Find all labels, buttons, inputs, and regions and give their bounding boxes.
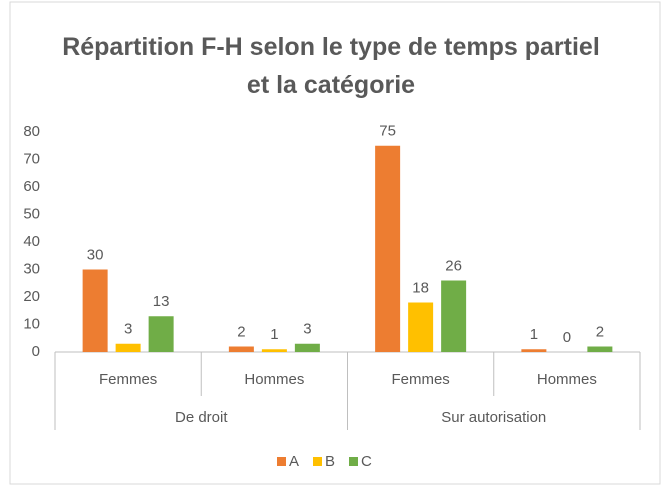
legend-swatch [277,457,286,466]
data-label: 2 [596,323,604,340]
bar [115,343,141,352]
x-tick-label: Femmes [99,371,157,388]
bar [375,145,401,352]
data-label: 1 [270,326,278,343]
group-label: Sur autorisation [441,409,546,426]
bar [521,349,547,352]
data-label: 3 [124,321,132,338]
y-tick-label: 70 [23,150,40,167]
data-label: 30 [87,246,104,263]
y-tick-label: 80 [23,123,40,140]
legend-swatch [313,457,322,466]
data-label: 26 [445,257,462,274]
bar [587,346,613,352]
legend-label: A [289,453,299,470]
data-label: 13 [153,293,170,310]
bar [294,343,320,352]
bar [441,280,467,352]
data-label: 1 [530,326,538,343]
y-tick-label: 30 [23,260,40,277]
bar [408,302,434,352]
y-tick-label: 40 [23,233,40,250]
data-label: 0 [563,329,571,346]
legend-label: C [361,453,372,470]
x-tick-label: Hommes [537,371,597,388]
bar [148,316,174,352]
data-label: 18 [412,279,429,296]
data-label: 3 [303,321,311,338]
legend-label: B [325,453,335,470]
bar [261,349,287,352]
chart-border [9,1,661,485]
bar [82,269,108,352]
group-label: De droit [175,409,228,426]
x-tick-label: Hommes [244,371,304,388]
chart-title: Répartition F-H selon le type de temps p… [62,33,600,99]
y-tick-label: 10 [23,315,40,332]
bar [228,346,254,352]
data-label: 2 [237,323,245,340]
legend-swatch [349,457,358,466]
data-label: 75 [379,123,396,140]
y-tick-label: 20 [23,288,40,305]
y-tick-label: 60 [23,178,40,195]
y-tick-label: 50 [23,205,40,222]
x-tick-label: Femmes [391,371,449,388]
y-tick-label: 0 [32,343,40,360]
